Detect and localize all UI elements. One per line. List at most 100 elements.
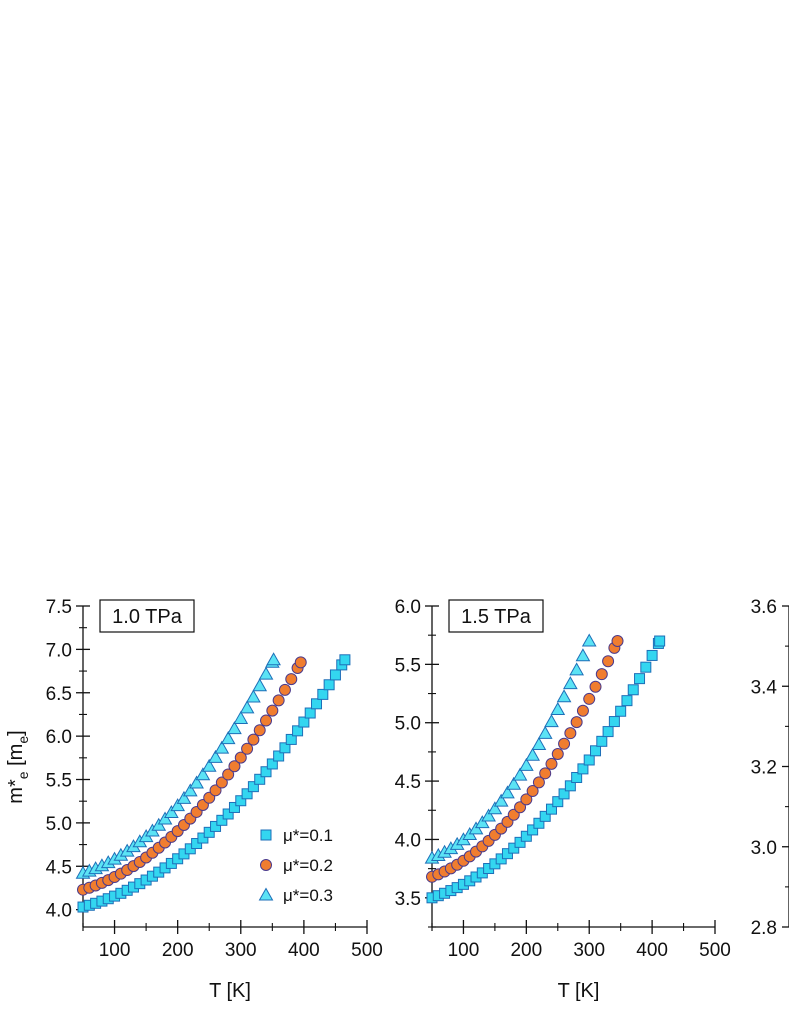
- data-point-circle: [611, 635, 624, 648]
- y-tick-label: 3.5: [395, 889, 421, 910]
- y-axis-title-part: ]: [5, 730, 27, 736]
- x-tick-label: 300: [573, 940, 605, 961]
- data-point-circle: [602, 655, 615, 668]
- legend-label: μ*=0.3: [283, 886, 333, 905]
- data-point-circle: [228, 760, 241, 773]
- data-point-square: [608, 716, 620, 728]
- y-tick-label: 5.0: [46, 814, 72, 835]
- data-point-triangle: [163, 804, 179, 818]
- data-point-circle: [215, 776, 228, 789]
- data-point-square: [260, 766, 272, 778]
- data-point-circle: [222, 768, 235, 781]
- data-point-triangle: [569, 662, 585, 676]
- data-point-square: [627, 684, 639, 696]
- data-point-square: [285, 733, 297, 745]
- y-tick-label: 3.4: [751, 677, 778, 698]
- data-point-circle: [595, 668, 608, 681]
- panel-3-axis: 2.8 3.0 3.2 3.4 3.6: [751, 597, 789, 939]
- series-square: [426, 635, 666, 904]
- x-tick-label: 500: [699, 940, 731, 961]
- data-point-triangle: [246, 689, 261, 703]
- data-point-triangle: [506, 776, 522, 790]
- x-tick-label: 200: [510, 940, 542, 961]
- data-point-circle: [241, 742, 254, 755]
- data-point-square: [621, 695, 633, 707]
- data-point-square: [514, 836, 526, 848]
- x-tick-label: 400: [636, 940, 668, 961]
- y-tick-label: 5.5: [46, 771, 72, 792]
- data-point-circle: [247, 733, 260, 746]
- data-point-circle: [551, 748, 564, 761]
- x-tick-label: 100: [99, 940, 131, 961]
- data-point-triangle: [581, 633, 597, 647]
- data-point-square: [527, 824, 539, 836]
- data-point-triangle: [201, 758, 217, 772]
- data-point-square: [590, 745, 602, 757]
- x-tick-label: 500: [351, 940, 383, 961]
- data-point-square: [273, 750, 285, 762]
- legend-marker-square: [260, 829, 272, 841]
- data-point-circle: [272, 694, 285, 707]
- data-point-square: [533, 817, 545, 829]
- data-point-triangle: [214, 740, 230, 754]
- y-tick-label: 5.0: [395, 714, 421, 735]
- data-point-square: [222, 808, 234, 820]
- data-point-square: [501, 848, 513, 860]
- data-point-square: [654, 635, 666, 647]
- data-point-circle: [545, 757, 558, 770]
- y-tick-label: 6.0: [395, 597, 421, 618]
- data-point-circle: [234, 751, 247, 764]
- data-point-triangle: [176, 790, 192, 804]
- data-point-square: [577, 763, 589, 775]
- x-tick-label: 100: [448, 940, 480, 961]
- data-point-square: [615, 705, 627, 717]
- data-point-square: [311, 698, 323, 710]
- data-point-circle: [539, 767, 552, 780]
- legend: μ*=0.1 μ*=0.2 μ*=0.3: [258, 826, 333, 905]
- x-axis-title: T [K]: [558, 980, 600, 1002]
- panel-label: 1.5 TPa: [461, 606, 532, 628]
- data-point-circle: [558, 737, 571, 750]
- data-point-triangle: [233, 710, 249, 724]
- data-point-triangle: [189, 775, 204, 789]
- series-triangle: [75, 652, 281, 879]
- data-point-circle: [285, 673, 298, 686]
- y-tick-label: 4.0: [395, 830, 421, 851]
- data-point-triangle: [537, 725, 553, 739]
- data-point-square: [571, 771, 583, 783]
- y-tick-label: 3.6: [751, 597, 777, 618]
- data-point-triangle: [544, 714, 559, 728]
- y-tick-label: 4.5: [46, 857, 72, 878]
- series-triangle: [424, 633, 597, 864]
- panel-1-plot: 100 200 300 400 500 4.0 4.5 5.0 5.5 6.0 6.5 7.0 7.5 T…: [5, 597, 383, 1002]
- x-tick-label: 400: [288, 940, 320, 961]
- y-tick-label: 6.5: [46, 684, 72, 705]
- data-point-triangle: [227, 721, 242, 735]
- data-point-circle: [564, 727, 577, 740]
- data-point-triangle: [493, 793, 509, 807]
- y-tick-label: 4.0: [46, 901, 72, 922]
- data-point-square: [552, 796, 564, 808]
- panel-label-box: [448, 599, 544, 633]
- data-point-triangle: [258, 666, 274, 680]
- data-point-triangle: [500, 785, 515, 799]
- data-point-circle: [209, 784, 222, 797]
- data-point-triangle: [170, 798, 186, 812]
- x-tick-label: 200: [162, 940, 194, 961]
- data-point-triangle: [157, 811, 173, 825]
- data-point-square: [634, 673, 646, 685]
- y-tick-label: 7.5: [46, 597, 72, 618]
- legend-marker-triangle: [258, 887, 274, 901]
- y-tick-label: 6.0: [46, 727, 72, 748]
- y-tick-label: 5.5: [395, 655, 421, 676]
- data-point-square: [508, 842, 520, 854]
- data-point-triangle: [531, 736, 547, 751]
- data-point-triangle: [481, 808, 496, 822]
- panel-label-box: [99, 599, 195, 633]
- data-point-square: [646, 649, 658, 661]
- data-point-square: [539, 810, 551, 822]
- data-point-triangle: [512, 767, 528, 781]
- data-point-triangle: [525, 747, 540, 761]
- series-circle: [426, 635, 624, 883]
- data-point-square: [564, 780, 576, 792]
